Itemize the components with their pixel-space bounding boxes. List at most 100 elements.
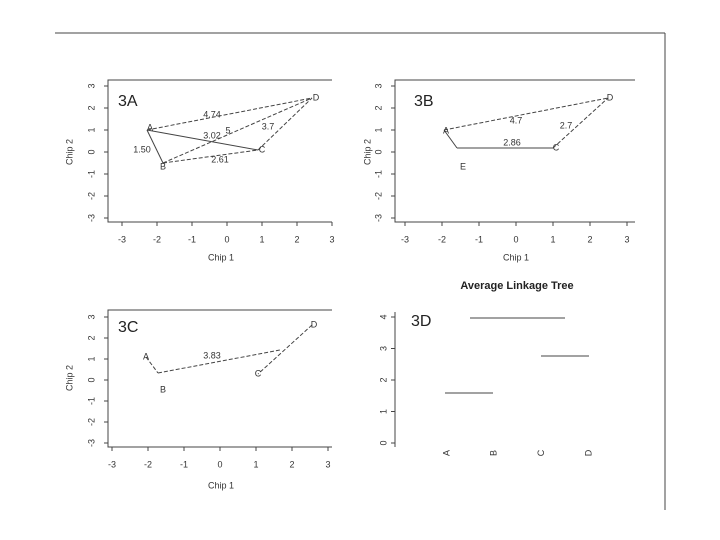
- y-tick-label: 2: [373, 105, 383, 110]
- x-tick-label: 1: [550, 234, 555, 244]
- x-tick-label: -2: [438, 234, 446, 244]
- x-axis-label: Chip 1: [208, 252, 234, 262]
- axis: [107, 79, 332, 223]
- edge: [552, 97, 609, 149]
- leaf-label: B: [489, 450, 499, 456]
- x-tick-label: 0: [217, 459, 222, 469]
- panel-label: 3D: [411, 313, 431, 330]
- y-tick-label: 3: [86, 83, 96, 88]
- panel-label: 3B: [414, 93, 434, 110]
- x-tick-label: -1: [180, 459, 188, 469]
- point-label: C: [553, 142, 560, 152]
- y-tick-label: -1: [86, 397, 96, 405]
- y-axis-label: Chip 2: [362, 139, 372, 165]
- x-tick-label: -2: [153, 234, 161, 244]
- x-tick-label: 0: [224, 234, 229, 244]
- y-tick-label: 2: [86, 335, 96, 340]
- y-tick-label: 1: [373, 127, 383, 132]
- y-tick-label: 3: [373, 83, 383, 88]
- edge-label: 3.83: [203, 350, 221, 360]
- x-tick-label: 2: [289, 459, 294, 469]
- edge: [257, 324, 313, 375]
- y-tick-label: 1: [378, 409, 388, 414]
- point-label: A: [143, 351, 149, 361]
- edge: [257, 97, 313, 151]
- edge: [145, 356, 159, 374]
- leaf-label: D: [583, 449, 593, 456]
- axis: [107, 309, 332, 448]
- edge: [146, 97, 313, 131]
- point-label: B: [160, 384, 166, 394]
- point-label: E: [460, 161, 466, 171]
- x-tick-label: 1: [253, 459, 258, 469]
- y-tick-label: -2: [373, 192, 383, 200]
- y-tick-label: 1: [86, 127, 96, 132]
- x-tick-label: 2: [294, 234, 299, 244]
- leaf-label: A: [441, 450, 451, 456]
- edge-label: 3.02: [203, 130, 221, 140]
- x-tick-label: -3: [118, 234, 126, 244]
- point-label: D: [607, 92, 614, 102]
- edge-label: 5: [225, 125, 230, 135]
- x-tick-label: 1: [259, 234, 264, 244]
- y-axis-label: Chip 2: [64, 139, 74, 165]
- point-label: D: [313, 92, 320, 102]
- edge-label: 2.61: [211, 154, 229, 164]
- edge-label: 4.7: [510, 115, 523, 125]
- y-tick-label: -3: [86, 439, 96, 447]
- panel-label: 3A: [118, 93, 138, 110]
- y-tick-label: -3: [86, 214, 96, 222]
- edge: [162, 97, 313, 164]
- leaf-label: C: [536, 449, 546, 456]
- edge-label: 2.86: [503, 137, 521, 147]
- tree-title: Average Linkage Tree: [460, 280, 573, 292]
- x-tick-label: -1: [475, 234, 483, 244]
- edge-label: 2.7: [560, 120, 573, 130]
- y-tick-label: 4: [378, 314, 388, 319]
- y-tick-label: 0: [378, 440, 388, 445]
- point-label: A: [443, 125, 449, 135]
- y-tick-label: -3: [373, 214, 383, 222]
- edge: [443, 129, 458, 149]
- edge: [157, 349, 281, 374]
- y-tick-label: 1: [86, 356, 96, 361]
- x-tick-label: -1: [188, 234, 196, 244]
- edge: [146, 129, 164, 164]
- edge-label: 3.7: [262, 121, 275, 131]
- x-tick-label: 0: [513, 234, 518, 244]
- y-tick-label: -1: [373, 170, 383, 178]
- x-tick-label: -3: [401, 234, 409, 244]
- point-label: A: [147, 122, 153, 132]
- x-tick-label: 3: [624, 234, 629, 244]
- edge-label: 1.50: [133, 144, 151, 154]
- y-tick-label: 0: [373, 149, 383, 154]
- axis: [394, 79, 635, 223]
- y-tick-label: 2: [378, 377, 388, 382]
- x-tick-label: -2: [144, 459, 152, 469]
- y-tick-label: 0: [86, 149, 96, 154]
- y-tick-label: -1: [86, 170, 96, 178]
- edge: [146, 129, 259, 151]
- y-axis-label: Chip 2: [64, 365, 74, 391]
- x-axis-label: Chip 1: [503, 252, 529, 262]
- y-tick-label: -2: [86, 192, 96, 200]
- point-label: D: [311, 319, 318, 329]
- x-tick-label: 2: [587, 234, 592, 244]
- y-tick-label: -2: [86, 418, 96, 426]
- edge: [443, 97, 609, 131]
- edge: [162, 149, 259, 164]
- x-tick-label: 3: [329, 234, 334, 244]
- y-tick-label: 3: [86, 314, 96, 319]
- x-tick-label: 3: [325, 459, 330, 469]
- x-tick-label: -3: [108, 459, 116, 469]
- y-tick-label: 0: [86, 377, 96, 382]
- point-label: C: [259, 144, 266, 154]
- y-tick-label: 2: [86, 105, 96, 110]
- x-axis-label: Chip 1: [208, 480, 234, 490]
- point-label: C: [255, 368, 262, 378]
- point-label: B: [160, 161, 166, 171]
- edge-label: 4.74: [203, 109, 221, 119]
- panel-label: 3C: [118, 319, 138, 336]
- y-tick-label: 3: [378, 346, 388, 351]
